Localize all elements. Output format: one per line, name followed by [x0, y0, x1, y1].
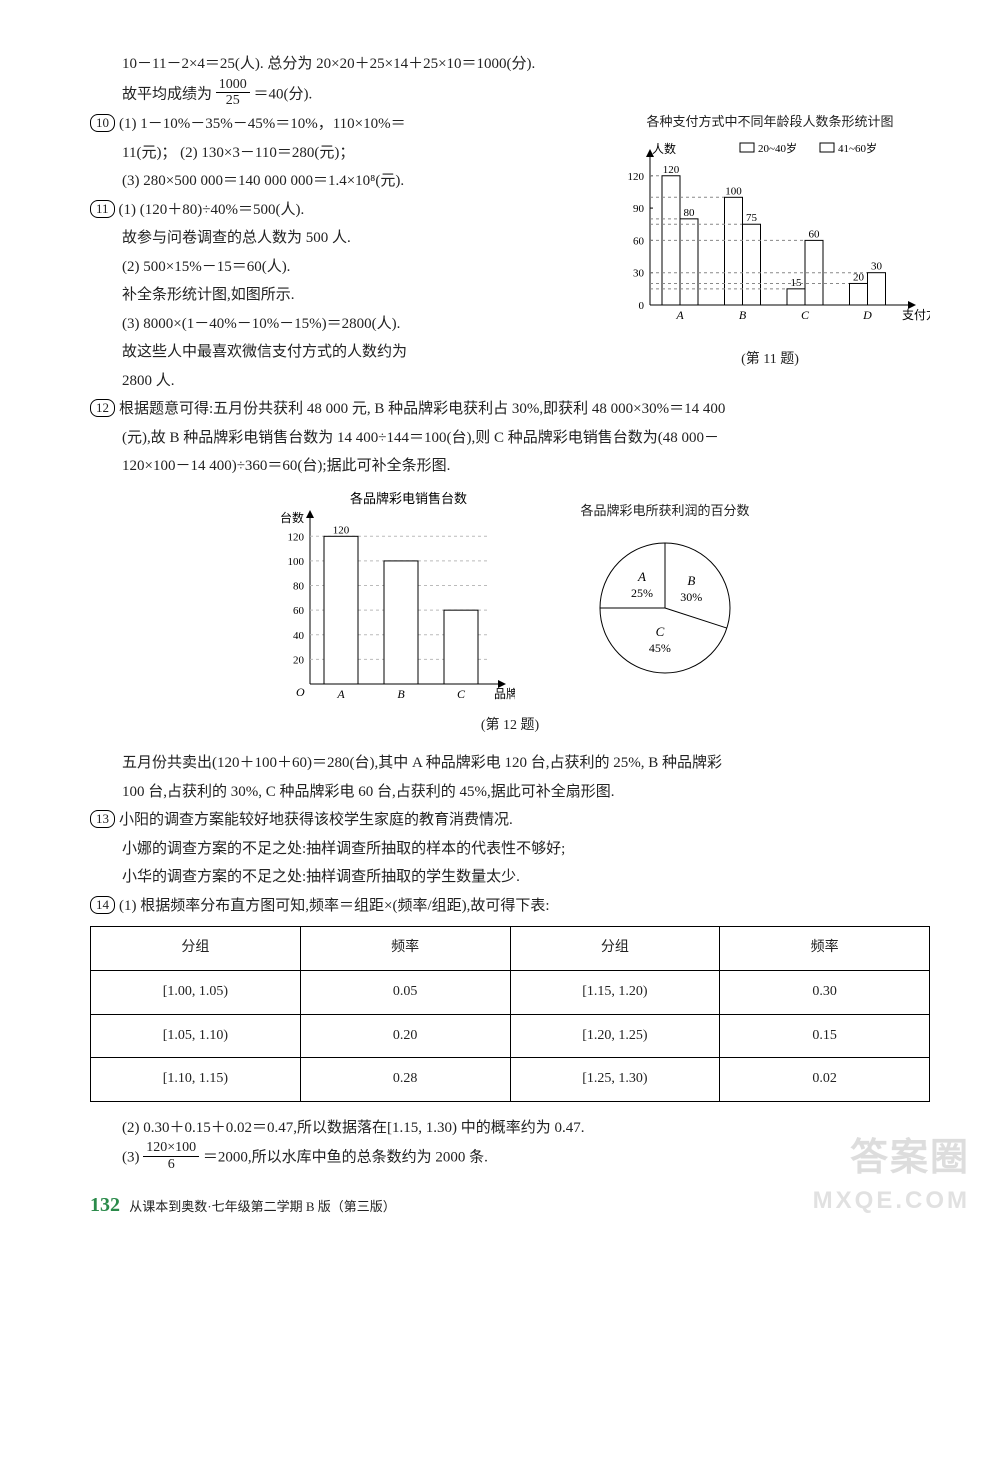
pie-title: 各品牌彩电所获利润的百分数: [575, 499, 755, 524]
svg-text:100: 100: [288, 556, 305, 568]
svg-text:A: A: [336, 687, 345, 701]
bar-chart-q11: 人数支付方式 0 30 60 90 120 20~40岁 41~60岁 120 80 A 100 75 B…: [610, 135, 930, 335]
svg-text:120: 120: [333, 524, 350, 536]
text: (2) 500×15%－15＝60(人).: [90, 253, 600, 282]
table-row: [1.00, 1.05)0.05 [1.15, 1.20)0.30: [91, 970, 930, 1014]
text: (2) 0.30＋0.15＋0.02＝0.47,所以数据落在[1.15, 1.3…: [90, 1114, 930, 1143]
svg-text:60: 60: [293, 605, 305, 617]
pie-chart-q12: A 25% B 30% C 45%: [575, 528, 755, 688]
text: 故参与问卷调查的总人数为 500 人.: [90, 224, 600, 253]
svg-text:B: B: [397, 687, 405, 701]
footer-text: 从课本到奥数·七年级第二学期 B 版（第三版）: [129, 1199, 396, 1214]
q13: 13小阳的调查方案能较好地获得该校学生家庭的教育消费情况. 小娜的调查方案的不足…: [90, 806, 930, 892]
text: 故这些人中最喜欢微信支付方式的人数约为: [90, 338, 600, 367]
svg-text:80: 80: [684, 207, 696, 219]
svg-text:30: 30: [871, 261, 883, 273]
text: 11(元)； (2) 130×3－110＝280(元)；: [90, 139, 600, 168]
svg-text:O: O: [296, 685, 305, 699]
svg-text:60: 60: [809, 228, 821, 240]
svg-text:B: B: [739, 308, 747, 322]
question-number: 10: [90, 114, 115, 132]
svg-text:120: 120: [663, 164, 680, 176]
text: 五月份共卖出(120＋100＋60)＝280(台),其中 A 种品牌彩电 120…: [90, 749, 930, 778]
text: (1) 根据频率分布直方图可知,频率＝组距×(频率/组距),故可得下表:: [119, 898, 550, 914]
page-footer: 132 从课本到奥数·七年级第二学期 B 版（第三版）: [90, 1186, 396, 1224]
svg-text:20: 20: [853, 271, 865, 283]
table-header: 频率: [720, 927, 930, 971]
svg-text:B: B: [687, 573, 695, 588]
q14: 14(1) 根据频率分布直方图可知,频率＝组距×(频率/组距),故可得下表: 分…: [90, 892, 930, 1174]
svg-text:40: 40: [293, 630, 305, 642]
q10: 10(1) 1－10%－35%－45%＝10%，110×10%＝ 11(元)； …: [90, 110, 600, 196]
text: 100 台,占获利的 30%, C 种品牌彩电 60 台,占获利的 45%,据此…: [90, 778, 930, 807]
svg-text:80: 80: [293, 580, 305, 592]
frequency-table: 分组 频率 分组 频率 [1.00, 1.05)0.05 [1.15, 1.20…: [90, 926, 930, 1101]
svg-text:A: A: [637, 569, 646, 584]
chart-caption: (第 12 题): [90, 713, 930, 740]
text: (3) 280×500 000＝140 000 000＝1.4×10⁸(元).: [90, 167, 600, 196]
fraction: 100025: [216, 77, 250, 109]
svg-text:C: C: [656, 624, 665, 639]
svg-text:15: 15: [791, 277, 803, 289]
text: 根据题意可得:五月份共获利 48 000 元, B 种品牌彩电获利占 30%,即…: [119, 401, 725, 417]
solution-line: 故平均成绩为 100025 ＝40(分).: [90, 79, 930, 111]
svg-text:20: 20: [293, 654, 305, 666]
text: 小娜的调查方案的不足之处:抽样调查所抽取的样本的代表性不够好;: [90, 835, 930, 864]
question-number: 14: [90, 896, 115, 914]
svg-text:0: 0: [639, 300, 645, 312]
svg-text:20~40岁: 20~40岁: [758, 141, 797, 155]
svg-text:人数: 人数: [652, 141, 676, 156]
text: (1) (120＋80)÷40%＝500(人).: [119, 202, 305, 218]
svg-text:120: 120: [628, 171, 645, 183]
table-header: 分组: [510, 927, 720, 971]
svg-text:100: 100: [725, 185, 742, 197]
q12: 12根据题意可得:五月份共获利 48 000 元, B 种品牌彩电获利占 30%…: [90, 395, 930, 806]
svg-text:台数: 台数: [280, 510, 304, 525]
svg-text:30%: 30%: [680, 590, 702, 604]
svg-text:D: D: [862, 308, 872, 322]
question-number: 13: [90, 810, 115, 828]
svg-text:120: 120: [288, 531, 305, 543]
svg-text:C: C: [457, 687, 466, 701]
text: 120×100－14 400)÷360＝60(台);据此可补全条形图.: [90, 452, 930, 481]
svg-text:25%: 25%: [631, 586, 653, 600]
bar-chart-q12: 各品牌彩电销售台数台数品牌 O 20 40 60 80 100 120 A B C 120: [265, 489, 515, 709]
svg-text:75: 75: [746, 212, 758, 224]
text: (3) 120×1006 ＝2000,所以水库中鱼的总条数约为 2000 条.: [90, 1142, 930, 1174]
svg-text:品牌: 品牌: [494, 687, 515, 701]
question-number: 12: [90, 399, 115, 417]
text: 补全条形统计图,如图所示.: [90, 281, 600, 310]
text: 小华的调查方案的不足之处:抽样调查所抽取的学生数量太少.: [90, 863, 930, 892]
svg-text:60: 60: [633, 235, 645, 247]
text: (元),故 B 种品牌彩电销售台数为 14 400÷144＝100(台),则 C…: [90, 424, 930, 453]
text: 2800 人.: [90, 367, 600, 396]
svg-text:45%: 45%: [649, 641, 671, 655]
fraction: 120×1006: [143, 1140, 199, 1172]
svg-text:90: 90: [633, 203, 645, 215]
text: 小阳的调查方案能较好地获得该校学生家庭的教育消费情况.: [119, 812, 513, 828]
table-row: [1.10, 1.15)0.28 [1.25, 1.30)0.02: [91, 1058, 930, 1102]
svg-text:41~60岁: 41~60岁: [838, 141, 877, 155]
page-number: 132: [90, 1194, 120, 1216]
q11: 11(1) (120＋80)÷40%＝500(人). 故参与问卷调查的总人数为 …: [90, 196, 600, 396]
watermark: MXQE.COM: [813, 1178, 970, 1224]
table-header: 频率: [300, 927, 510, 971]
text: (3) 8000×(1－40%－10%－15%)＝2800(人).: [90, 310, 600, 339]
chart-caption: (第 11 题): [610, 347, 930, 374]
question-number: 11: [90, 200, 115, 218]
solution-line: 10－11－2×4＝25(人). 总分为 20×20＋25×14＋25×10＝1…: [90, 50, 930, 79]
svg-text:C: C: [801, 308, 810, 322]
text: ＝40(分).: [254, 86, 313, 102]
svg-text:A: A: [675, 308, 684, 322]
svg-text:各品牌彩电销售台数: 各品牌彩电销售台数: [350, 491, 467, 506]
svg-text:30: 30: [633, 268, 645, 280]
table-row: [1.05, 1.10)0.20 [1.20, 1.25)0.15: [91, 1014, 930, 1058]
table-header: 分组: [91, 927, 301, 971]
svg-text:支付方式: 支付方式: [902, 307, 930, 322]
text: 故平均成绩为: [122, 86, 216, 102]
chart-title: 各种支付方式中不同年龄段人数条形统计图: [610, 110, 930, 135]
text: (1) 1－10%－35%－45%＝10%，110×10%＝: [119, 116, 406, 132]
